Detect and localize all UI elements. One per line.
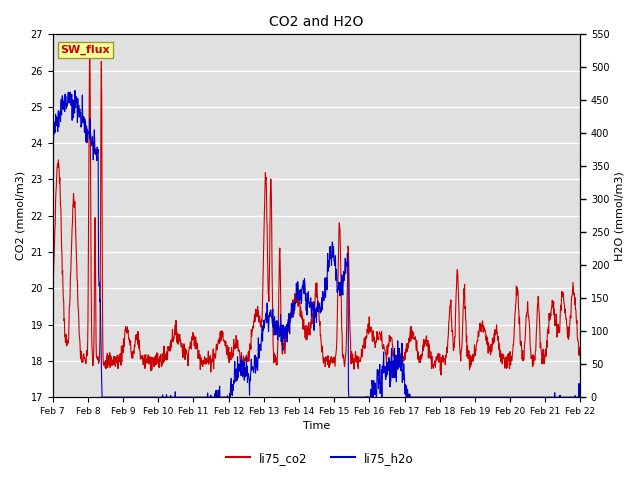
Title: CO2 and H2O: CO2 and H2O [269,15,364,29]
li75_co2 [577,356,584,361]
li75_h2o [294,279,301,285]
li75_h2o [284,316,292,322]
X-axis label: Time: Time [303,421,330,432]
li75_co2 [437,372,445,378]
li75_h2o [577,394,584,400]
li75_co2 [349,356,357,362]
li75_h2o [90,138,98,144]
li75_h2o [49,129,56,135]
Y-axis label: H2O (mmol/m3): H2O (mmol/m3) [615,171,625,261]
li75_h2o [273,322,281,328]
Line: li75_co2: li75_co2 [52,55,580,375]
li75_h2o [71,88,79,94]
li75_co2 [294,299,301,305]
li75_co2 [284,327,292,333]
li75_h2o [350,394,358,400]
Y-axis label: CO2 (mmol/m3): CO2 (mmol/m3) [15,171,25,260]
li75_h2o [112,394,120,400]
li75_co2 [49,286,56,291]
li75_h2o [98,394,106,400]
Text: SW_flux: SW_flux [61,45,110,56]
li75_co2 [86,52,93,58]
Line: li75_h2o: li75_h2o [52,91,580,397]
Legend: li75_co2, li75_h2o: li75_co2, li75_h2o [221,447,419,469]
li75_co2 [273,362,281,368]
li75_co2 [111,364,119,370]
li75_co2 [90,338,98,344]
